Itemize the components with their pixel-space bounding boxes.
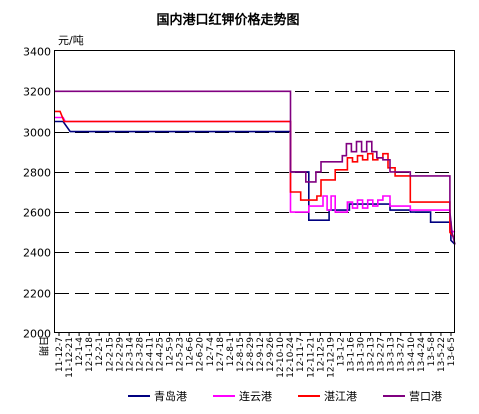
x-tick-label: 12-1-18 [85, 337, 95, 372]
series-line-2 [55, 110, 455, 238]
x-tick-label: 13-3-27 [397, 337, 407, 372]
x-tick-label: 12-8-1 [226, 337, 236, 366]
x-tick-label: 13-1-30 [357, 337, 367, 372]
x-tick-label: 12-7-4 [206, 337, 216, 367]
x-tick-label: 12-5-23 [176, 337, 186, 372]
y-axis-ticks: 2000 2200 2400 2600 2800 3000 3200 3400 [23, 46, 51, 341]
x-tick-label: 12-7-18 [216, 337, 226, 372]
x-tick-label: 13-4-10 [407, 337, 417, 372]
series-line-1 [55, 116, 456, 234]
x-tick-label: 12-8-29 [246, 337, 256, 372]
plot-frame [54, 50, 455, 333]
x-tick-label: 11-12-21 [65, 337, 75, 378]
x-tick-label: 13-5-8 [427, 337, 437, 367]
x-tick-label: 12-4-11 [145, 337, 155, 372]
y-tick-label: 2800 [23, 167, 51, 180]
x-tick-label: 13-6-5 [447, 337, 457, 366]
y-tick-label: 3400 [23, 46, 51, 59]
x-tick-label: 12-2-29 [115, 337, 125, 372]
x-tick-label: 12-10-24 [286, 337, 296, 378]
series-line-0 [55, 120, 456, 245]
y-tick-label: 3200 [23, 86, 51, 99]
x-axis-ticks: 11-12-7 11-12-21 12-1-4 12-1-18 12-2-1 12-2-1… [55, 333, 457, 378]
series-line-3 [55, 90, 456, 245]
x-tick-label: 12-3-28 [135, 337, 145, 372]
x-tick-label: 12-12-19 [326, 337, 336, 378]
series-lines [55, 90, 456, 245]
x-tick-label: 12-11-21 [306, 337, 316, 378]
x-tick-label: 12-6-6 [186, 337, 196, 367]
x-tick-label: 13-2-27 [377, 337, 387, 372]
x-tick-label: 12-2-15 [105, 337, 115, 372]
y-axis-unit: 元/吨 [58, 34, 84, 47]
legend-label-1: 连云港 [239, 390, 272, 403]
x-tick-label: 11-12-7 [55, 337, 65, 372]
x-tick-label: 12-9-12 [256, 337, 266, 372]
x-tick-label: 12-10-10 [276, 337, 286, 378]
legend-label-0: 青岛港 [154, 389, 187, 403]
y-tick-label: 2600 [23, 207, 51, 220]
x-tick-label: 12-5-9 [166, 337, 176, 367]
x-tick-label: 13-1-2 [336, 337, 346, 366]
y-tick-label: 2000 [23, 328, 51, 341]
legend: 青岛港 连云港 湛江港 营口港 [128, 389, 442, 403]
x-tick-label: 12-6-20 [196, 337, 206, 372]
x-tick-label: 12-11-7 [296, 337, 306, 372]
x-tick-label: 13-3-13 [387, 337, 397, 372]
x-tick-label: 13-2-13 [367, 337, 377, 372]
x-tick-label: 12-9-26 [266, 337, 276, 372]
y-tick-label: 2200 [23, 288, 51, 301]
chart-title: 国内港口红钾价格走势图 [156, 12, 299, 28]
x-tick-label: 13-5-22 [437, 337, 447, 372]
legend-label-2: 湛江港 [324, 390, 357, 403]
x-tick-label: 12-3-14 [125, 337, 135, 372]
x-tick-label: 12-2-1 [95, 337, 105, 366]
legend-label-3: 营口港 [409, 389, 442, 403]
x-tick-label: 12-12-5 [316, 337, 326, 372]
x-tick-label: 12-1-4 [75, 337, 85, 367]
x-tick-label: 13-1-16 [346, 337, 356, 372]
y-tick-label: 3000 [23, 127, 51, 140]
x-tick-label: 13-4-24 [417, 337, 427, 372]
x-axis-title: 日期 [37, 336, 49, 356]
y-tick-label: 2400 [23, 247, 51, 260]
x-tick-label: 12-4-25 [156, 337, 166, 372]
x-tick-label: 12-8-15 [236, 337, 246, 372]
